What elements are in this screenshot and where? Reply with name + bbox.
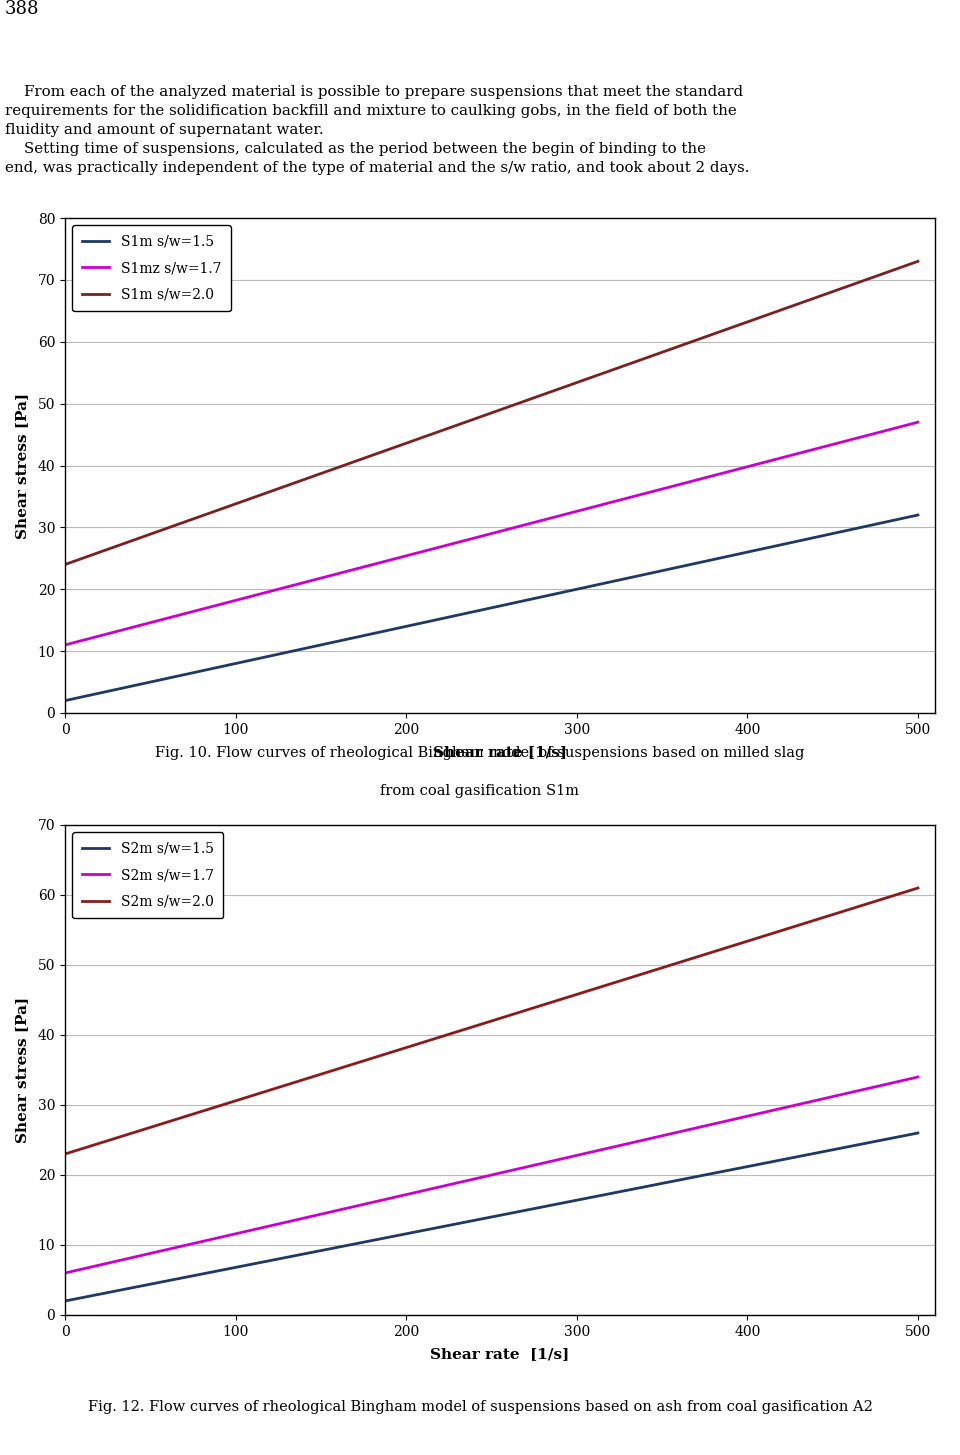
X-axis label: Shear rate  [1/s]: Shear rate [1/s] xyxy=(430,1347,569,1360)
Text: From each of the analyzed material is possible to prepare suspensions that meet : From each of the analyzed material is po… xyxy=(5,84,743,99)
Text: requirements for the solidification backfill and mixture to caulking gobs, in th: requirements for the solidification back… xyxy=(5,103,736,118)
Legend: S2m s/w=1.5, S2m s/w=1.7, S2m s/w=2.0: S2m s/w=1.5, S2m s/w=1.7, S2m s/w=2.0 xyxy=(72,832,224,918)
Text: end, was practically independent of the type of material and the s/w ratio, and : end, was practically independent of the … xyxy=(5,162,750,175)
Text: Setting time of suspensions, calculated as the period between the begin of bindi: Setting time of suspensions, calculated … xyxy=(5,143,706,156)
Legend: S1m s/w=1.5, S1mz s/w=1.7, S1m s/w=2.0: S1m s/w=1.5, S1mz s/w=1.7, S1m s/w=2.0 xyxy=(72,226,230,311)
Text: Fig. 12. Flow curves of rheological Bingham model of suspensions based on ash fr: Fig. 12. Flow curves of rheological Bing… xyxy=(87,1400,873,1414)
Text: 388: 388 xyxy=(5,0,39,17)
Y-axis label: Shear stress [Pa]: Shear stress [Pa] xyxy=(15,393,30,538)
Y-axis label: Shear stress [Pa]: Shear stress [Pa] xyxy=(15,997,30,1144)
X-axis label: Shear rate [1/s]: Shear rate [1/s] xyxy=(433,745,567,760)
Text: from coal gasification S1m: from coal gasification S1m xyxy=(380,784,580,799)
Text: fluidity and amount of supernatant water.: fluidity and amount of supernatant water… xyxy=(5,124,324,137)
Text: Fig. 10. Flow curves of rheological Bingham model of suspensions based on milled: Fig. 10. Flow curves of rheological Bing… xyxy=(156,746,804,761)
